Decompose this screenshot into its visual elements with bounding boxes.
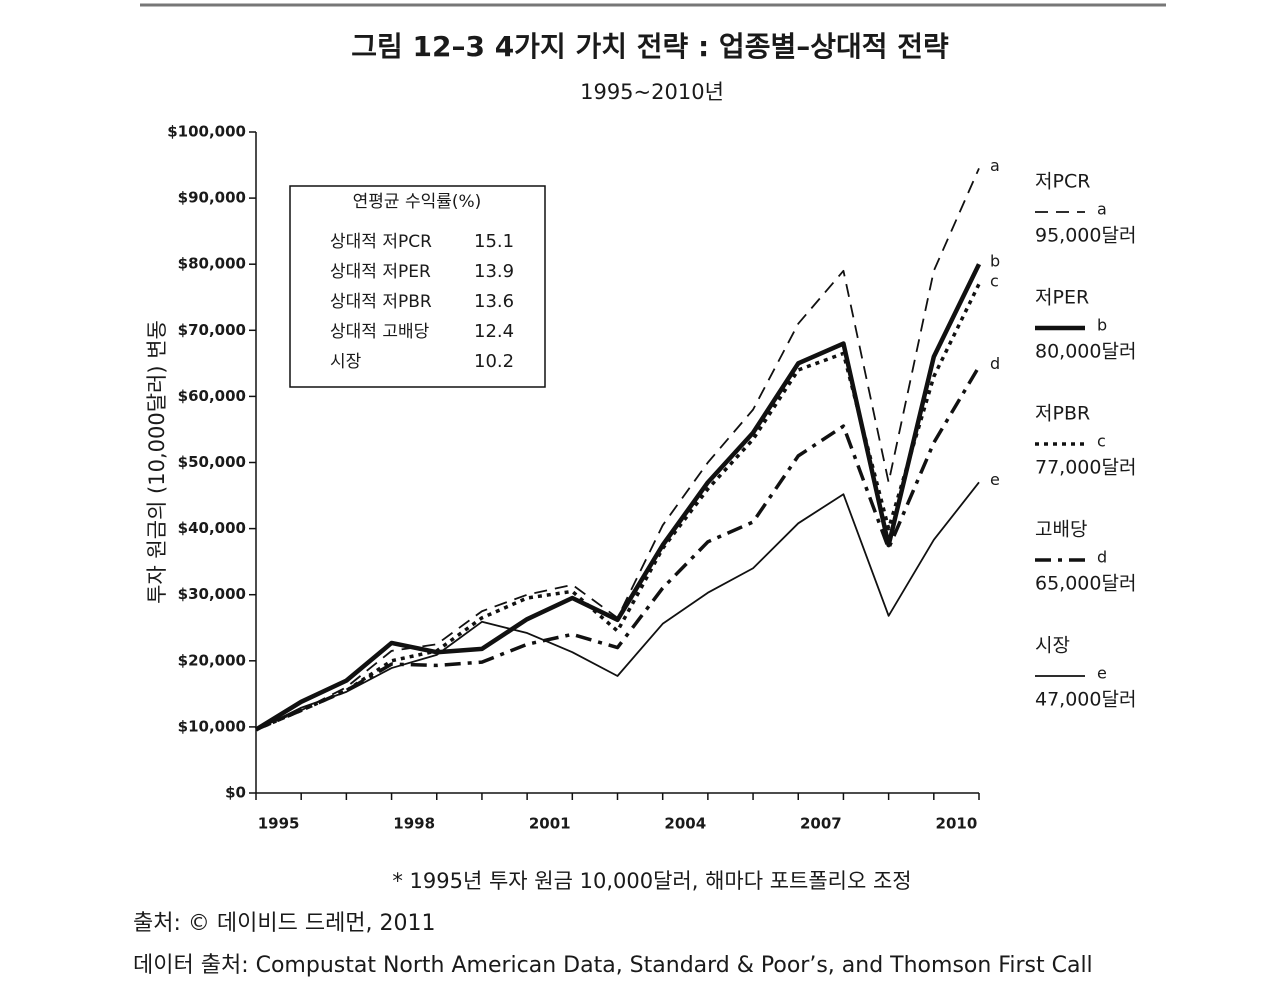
legend-name: 저PER: [1035, 287, 1089, 309]
data-source: 데이터 출처: Compustat North American Data, S…: [133, 953, 1093, 978]
inset-row-label: 상대적 저PCR: [330, 232, 432, 252]
end-letter: c: [990, 272, 999, 291]
y-tick-label: $100,000: [167, 123, 246, 141]
end-letter: b: [990, 252, 1000, 271]
y-tick-label: $0: [225, 784, 246, 802]
series-line: [255, 481, 980, 732]
inset-row-label: 상대적 저PBR: [330, 292, 432, 312]
y-tick-label: $10,000: [178, 717, 246, 735]
inset-row-label: 상대적 저PER: [330, 262, 431, 282]
chart-title: 그림 12–3 4가지 가치 전략 : 업종별–상대적 전략: [351, 30, 949, 63]
legend-value: 77,000달러: [1035, 457, 1136, 479]
legend-letter: e: [1097, 664, 1107, 683]
legend-value: 95,000달러: [1035, 225, 1136, 247]
x-tick-label: 1998: [393, 815, 435, 833]
legend-name: 고배당: [1035, 519, 1087, 541]
legend-letter: a: [1097, 200, 1107, 219]
y-tick-label: $60,000: [178, 387, 246, 405]
inset-row-value: 12.4: [474, 321, 514, 342]
y-tick-label: $40,000: [178, 519, 246, 537]
legend-letter: b: [1097, 316, 1107, 335]
x-tick-label: 2001: [529, 815, 571, 833]
inset-row-value: 15.1: [474, 231, 514, 252]
x-tick-label: 1995: [258, 815, 300, 833]
series-line: [255, 283, 981, 732]
end-letter: a: [990, 156, 1000, 175]
x-tick-label: 2004: [664, 815, 706, 833]
x-tick-label: 2007: [800, 815, 842, 833]
legend-name: 저PBR: [1035, 403, 1090, 425]
end-letter: d: [990, 354, 1000, 373]
inset-row-value: 13.6: [474, 291, 514, 312]
y-tick-label: $50,000: [178, 453, 246, 471]
inset-row-value: 13.9: [474, 261, 514, 282]
source: 출처: © 데이비드 드레먼, 2011: [133, 911, 436, 936]
legend-value: 65,000달러: [1035, 573, 1136, 595]
inset-title: 연평균 수익률(%): [353, 192, 482, 212]
series-line: [254, 263, 982, 732]
inset-box: [289, 185, 546, 388]
y-axis-label: 투자 원금의 (10,000달러) 변동: [145, 320, 169, 604]
legend-value: 47,000달러: [1035, 689, 1136, 711]
y-tick-label: $30,000: [178, 585, 246, 603]
y-tick-label: $90,000: [178, 189, 246, 207]
y-tick-label: $80,000: [178, 255, 246, 273]
inset-row-label: 상대적 고배당: [330, 322, 430, 342]
legend-value: 80,000달러: [1035, 341, 1136, 363]
y-tick-label: $70,000: [178, 321, 246, 339]
inset-row-label: 시장: [330, 352, 362, 372]
y-tick-label: $20,000: [178, 651, 246, 669]
legend-letter: d: [1097, 548, 1107, 567]
chart-subtitle: 1995~2010년: [580, 80, 724, 104]
legend-name: 저PCR: [1035, 171, 1090, 193]
footnote: * 1995년 투자 원금 10,000달러, 해마다 포트폴리오 조정: [392, 869, 911, 893]
legend-letter: c: [1097, 432, 1106, 451]
end-letter: e: [990, 470, 1000, 489]
inset-row-value: 10.2: [474, 351, 514, 372]
x-tick-label: 2010: [936, 815, 978, 833]
legend-name: 시장: [1035, 635, 1070, 657]
series-line: [255, 365, 981, 732]
